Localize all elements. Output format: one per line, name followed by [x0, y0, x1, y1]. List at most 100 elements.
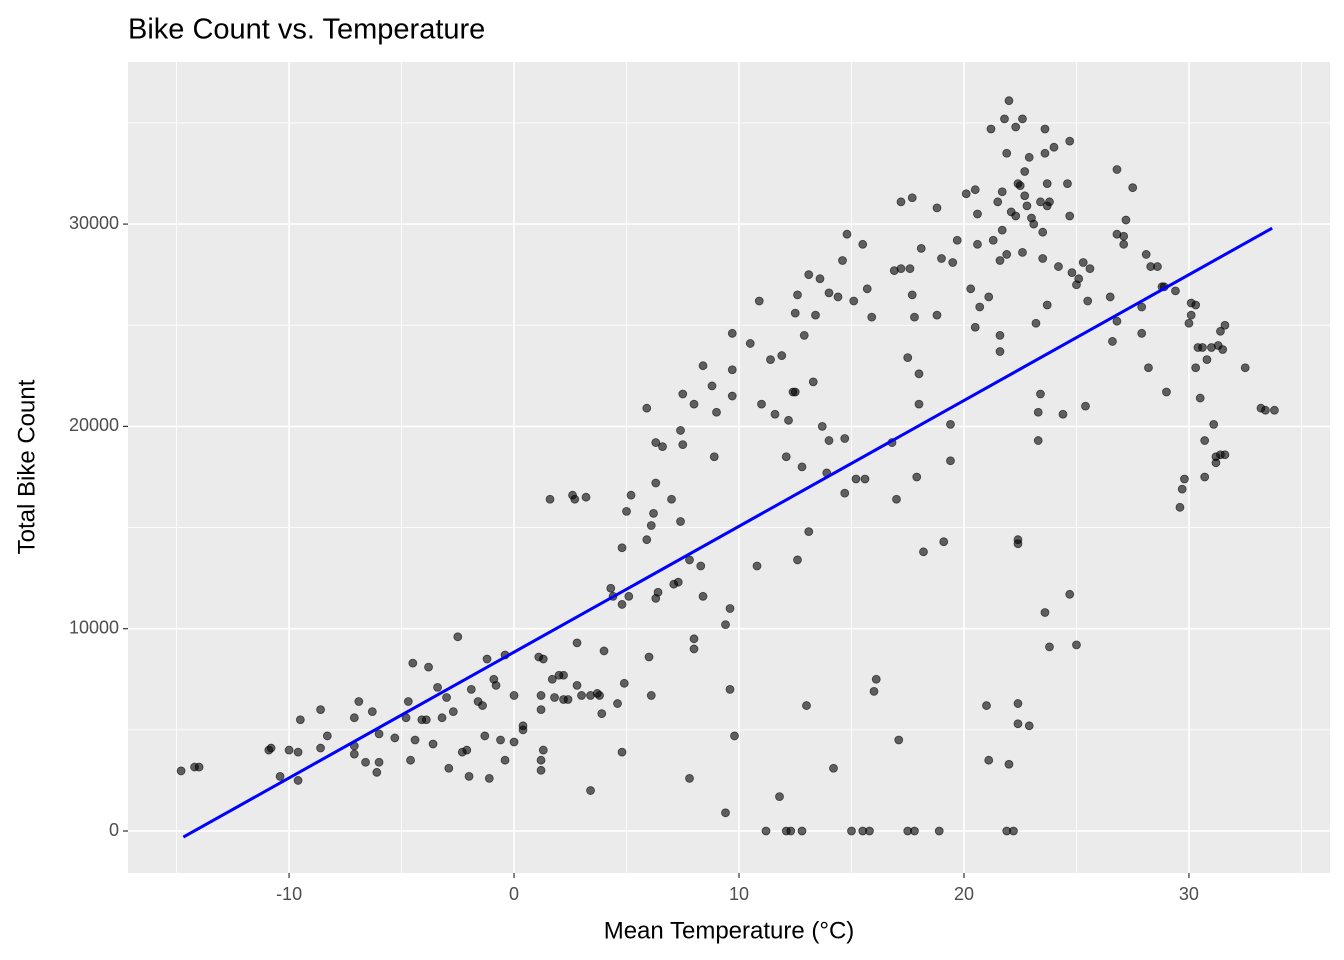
point: [903, 353, 913, 363]
point: [833, 292, 843, 302]
point: [374, 729, 384, 739]
point: [572, 638, 582, 648]
point: [617, 600, 627, 609]
point: [570, 494, 580, 504]
point: [790, 387, 800, 397]
point: [421, 715, 431, 725]
point: [536, 705, 546, 715]
point: [466, 684, 476, 694]
point: [678, 440, 688, 449]
point: [849, 296, 859, 306]
point: [858, 239, 868, 249]
point: [914, 399, 924, 409]
point: [824, 288, 834, 298]
point: [563, 695, 573, 704]
point: [727, 328, 737, 338]
point: [1108, 337, 1117, 346]
point: [293, 747, 303, 757]
point: [361, 757, 370, 767]
point: [403, 697, 413, 706]
point: [1045, 197, 1054, 207]
point: [793, 555, 802, 565]
point: [1024, 721, 1034, 731]
point: [973, 239, 982, 249]
point: [1004, 759, 1014, 769]
point: [437, 713, 447, 723]
point: [1063, 179, 1072, 189]
point: [1128, 183, 1138, 193]
point: [1040, 124, 1050, 134]
point: [1004, 96, 1014, 106]
point: [730, 731, 739, 741]
point: [1020, 191, 1030, 201]
point: [1024, 152, 1034, 162]
point: [840, 434, 850, 443]
point: [793, 290, 802, 300]
point: [500, 755, 510, 765]
point: [838, 256, 847, 265]
point: [1191, 300, 1201, 310]
point: [757, 399, 766, 409]
point: [453, 632, 463, 642]
point: [442, 693, 451, 702]
point: [698, 591, 708, 601]
point: [410, 735, 420, 745]
point: [894, 735, 904, 745]
point: [1038, 227, 1048, 237]
point: [372, 767, 382, 777]
point: [970, 322, 980, 332]
point: [1218, 345, 1228, 354]
point: [1220, 450, 1230, 460]
y-tick-label: 30000: [69, 213, 119, 233]
point: [689, 644, 699, 654]
point: [824, 436, 834, 445]
point: [599, 646, 609, 656]
point: [624, 591, 634, 601]
point: [349, 749, 359, 759]
point: [975, 302, 985, 312]
point: [860, 474, 870, 484]
point: [984, 755, 994, 765]
point: [851, 474, 861, 484]
point: [952, 235, 962, 245]
point: [995, 347, 1005, 356]
point: [804, 270, 814, 280]
point: [1085, 264, 1095, 273]
point: [804, 527, 814, 536]
point: [948, 258, 958, 267]
point: [995, 256, 1005, 265]
point: [745, 339, 755, 348]
point: [626, 490, 636, 500]
point: [646, 521, 656, 530]
point: [1081, 401, 1090, 411]
point: [293, 776, 303, 785]
point: [811, 310, 820, 320]
point: [862, 284, 872, 294]
point: [721, 620, 730, 630]
point: [1022, 201, 1032, 211]
point: [509, 691, 519, 700]
point: [932, 203, 942, 213]
point: [799, 330, 809, 340]
point: [478, 701, 487, 710]
point: [840, 488, 850, 498]
point: [790, 308, 800, 318]
point: [802, 701, 811, 710]
point: [781, 452, 791, 462]
point: [1042, 179, 1052, 189]
point: [1198, 343, 1207, 352]
point: [725, 604, 735, 613]
point: [1184, 318, 1194, 328]
point: [1033, 436, 1043, 445]
point: [871, 674, 881, 684]
point: [815, 274, 825, 284]
point: [1191, 363, 1201, 373]
point: [176, 766, 186, 776]
y-axis-title: Total Bike Count: [13, 379, 40, 554]
point: [934, 826, 944, 836]
point: [770, 409, 780, 419]
point: [480, 731, 490, 741]
point: [1036, 389, 1045, 399]
point: [896, 264, 906, 273]
point: [914, 369, 924, 379]
